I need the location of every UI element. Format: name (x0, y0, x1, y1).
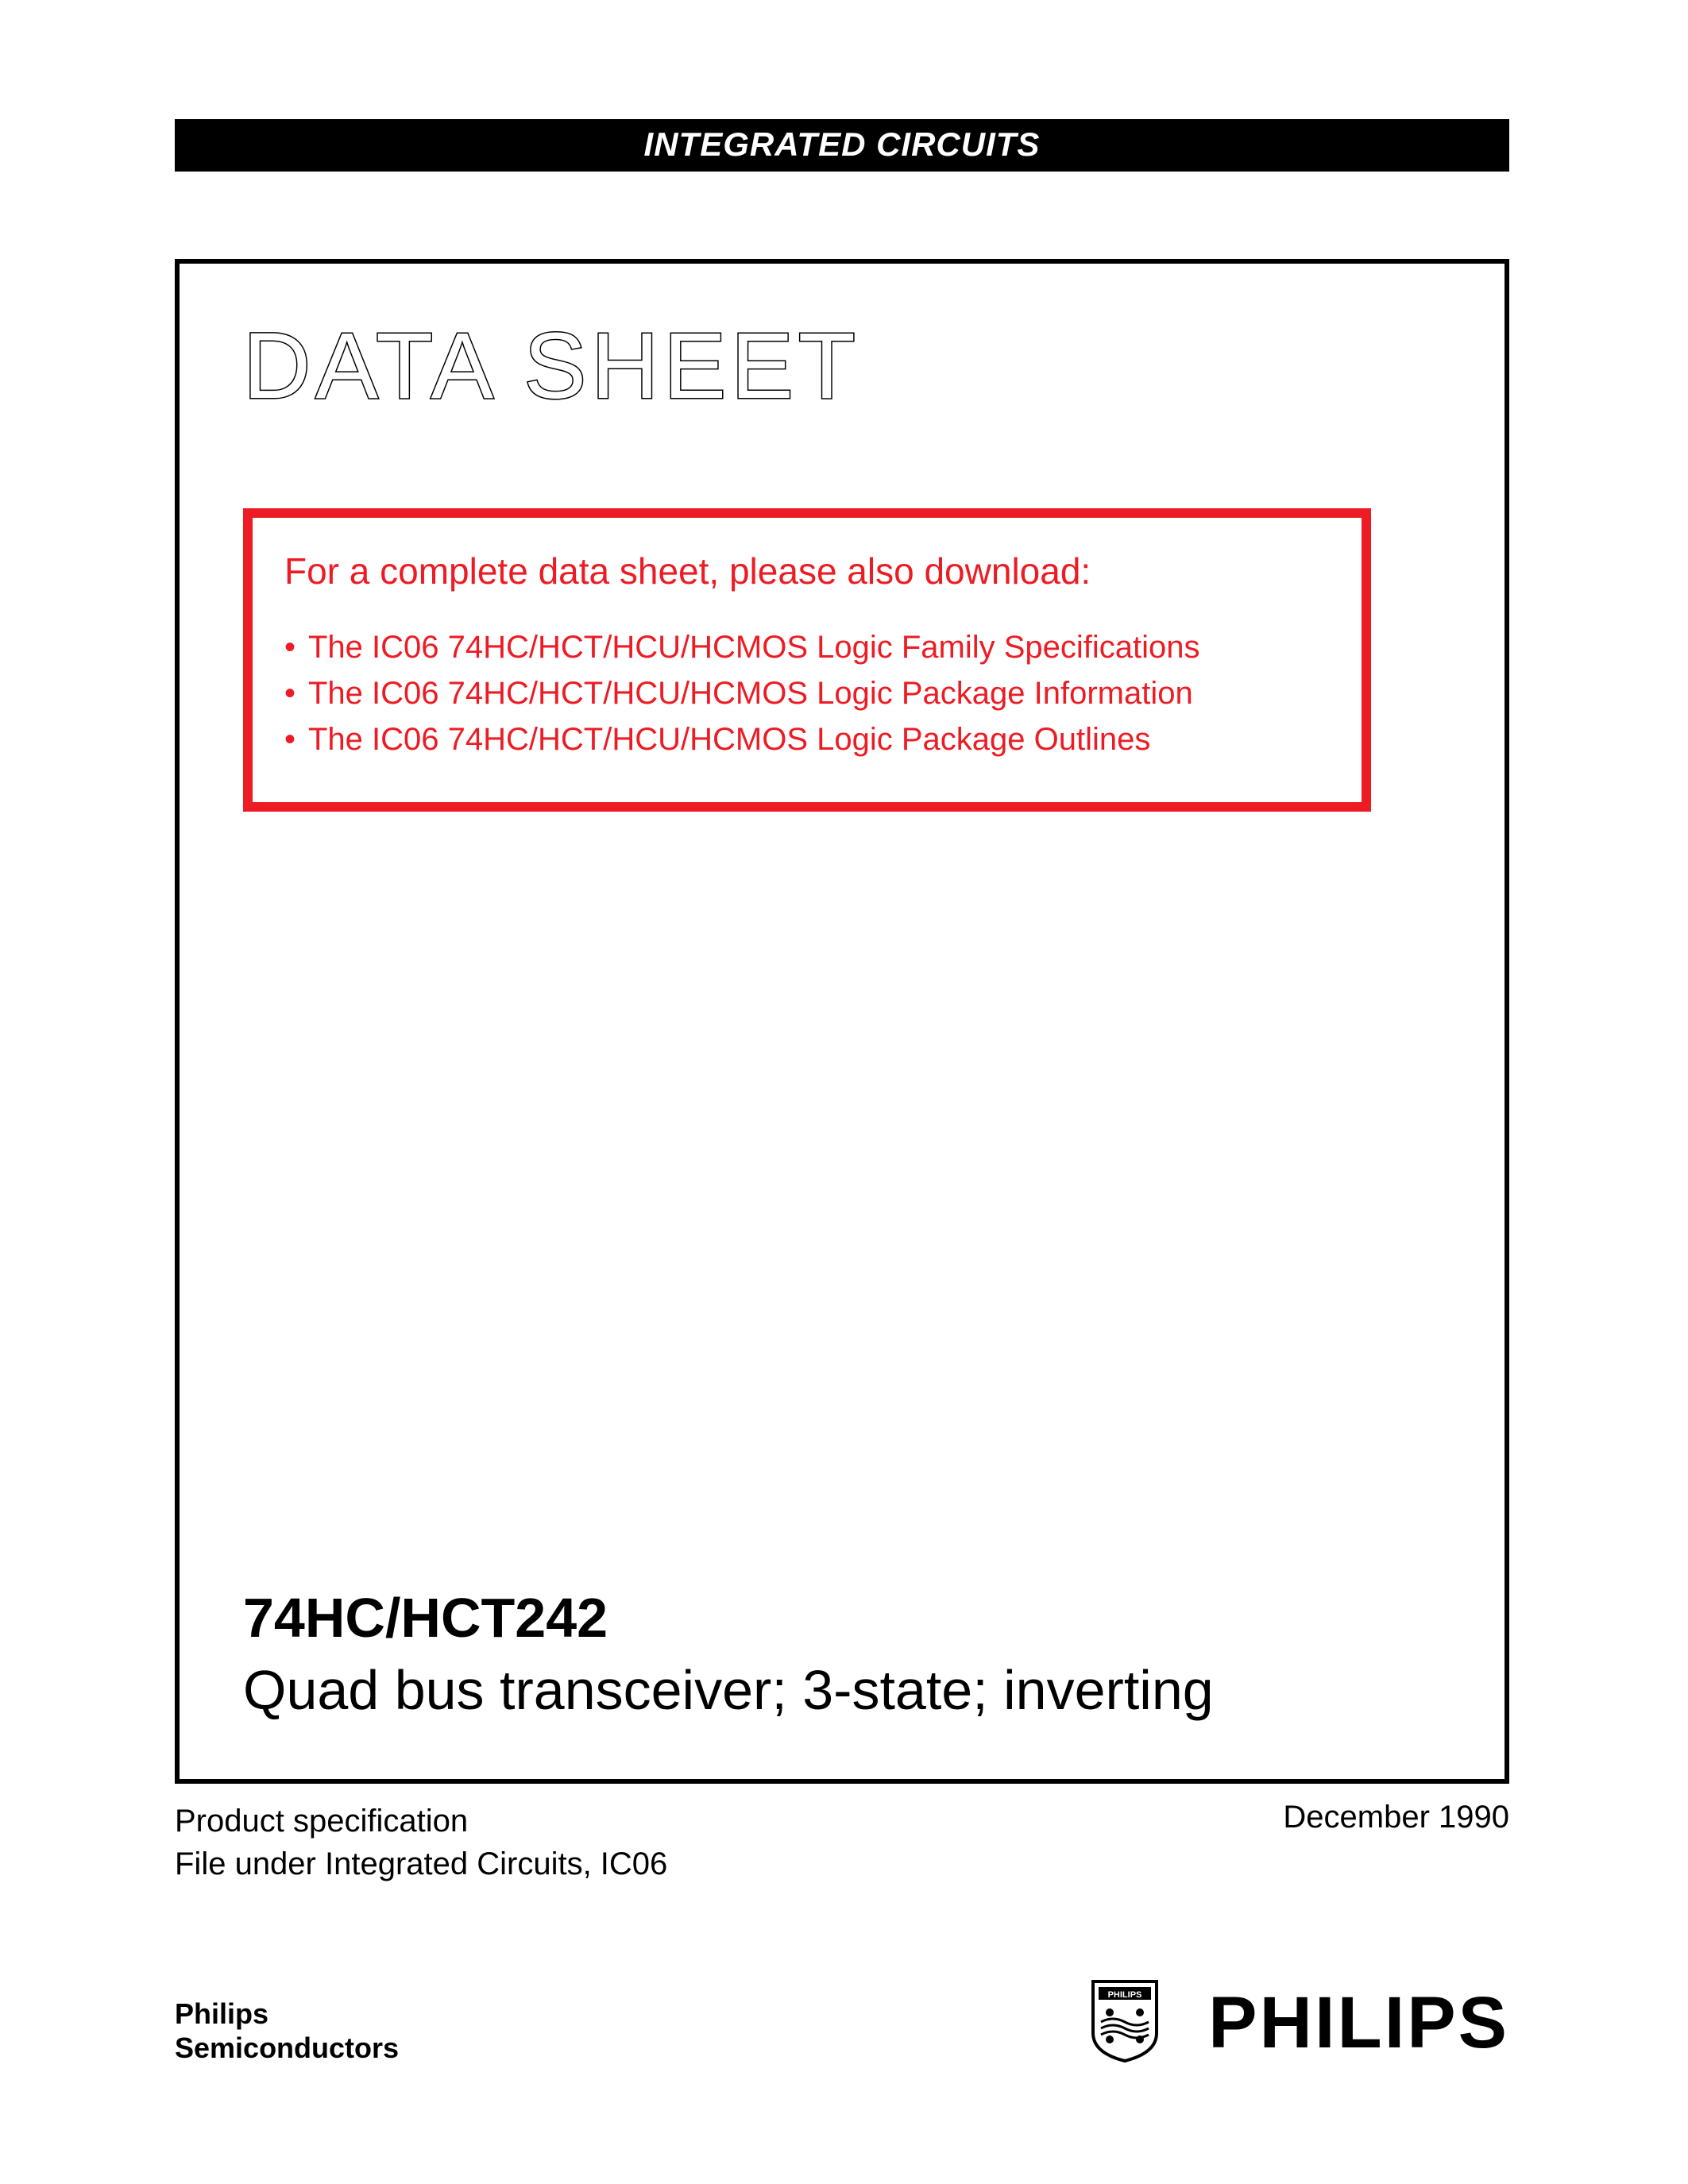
footer: Philips Semiconductors PHILIPS PHILIPS (175, 1978, 1509, 2065)
company-line2: Semiconductors (175, 2031, 399, 2065)
part-description: Quad bus transceiver; 3-state; inverting (243, 1657, 1435, 1723)
footer-brand-block: PHILIPS PHILIPS (1089, 1978, 1509, 2065)
notice-list: The IC06 74HC/HCT/HCU/HCMOS Logic Family… (284, 624, 1330, 762)
main-frame: DATA SHEET For a complete data sheet, pl… (175, 259, 1509, 1784)
meta-row: Product specification File under Integra… (175, 1800, 1509, 1885)
datasheet-title: DATA SHEET (243, 319, 1441, 413)
meta-left: Product specification File under Integra… (175, 1800, 667, 1885)
meta-date: December 1990 (1283, 1800, 1509, 1885)
part-number: 74HC/HCT242 (243, 1586, 1435, 1650)
spec-label: Product specification (175, 1800, 667, 1843)
philips-shield-icon: PHILIPS (1089, 1978, 1161, 2065)
company-line1: Philips (175, 1997, 399, 2031)
notice-item: The IC06 74HC/HCT/HCU/HCMOS Logic Packag… (284, 670, 1330, 716)
download-notice: For a complete data sheet, please also d… (243, 508, 1371, 812)
product-block: 74HC/HCT242 Quad bus transceiver; 3-stat… (243, 1586, 1435, 1723)
notice-heading: For a complete data sheet, please also d… (284, 550, 1330, 592)
brand-wordmark: PHILIPS (1208, 1981, 1509, 2065)
footer-company: Philips Semiconductors (175, 1997, 399, 2065)
notice-item: The IC06 74HC/HCT/HCU/HCMOS Logic Family… (284, 624, 1330, 670)
file-under: File under Integrated Circuits, IC06 (175, 1843, 667, 1885)
shield-label: PHILIPS (1108, 1990, 1142, 2000)
notice-item: The IC06 74HC/HCT/HCU/HCMOS Logic Packag… (284, 716, 1330, 762)
header-banner: INTEGRATED CIRCUITS (175, 119, 1509, 172)
